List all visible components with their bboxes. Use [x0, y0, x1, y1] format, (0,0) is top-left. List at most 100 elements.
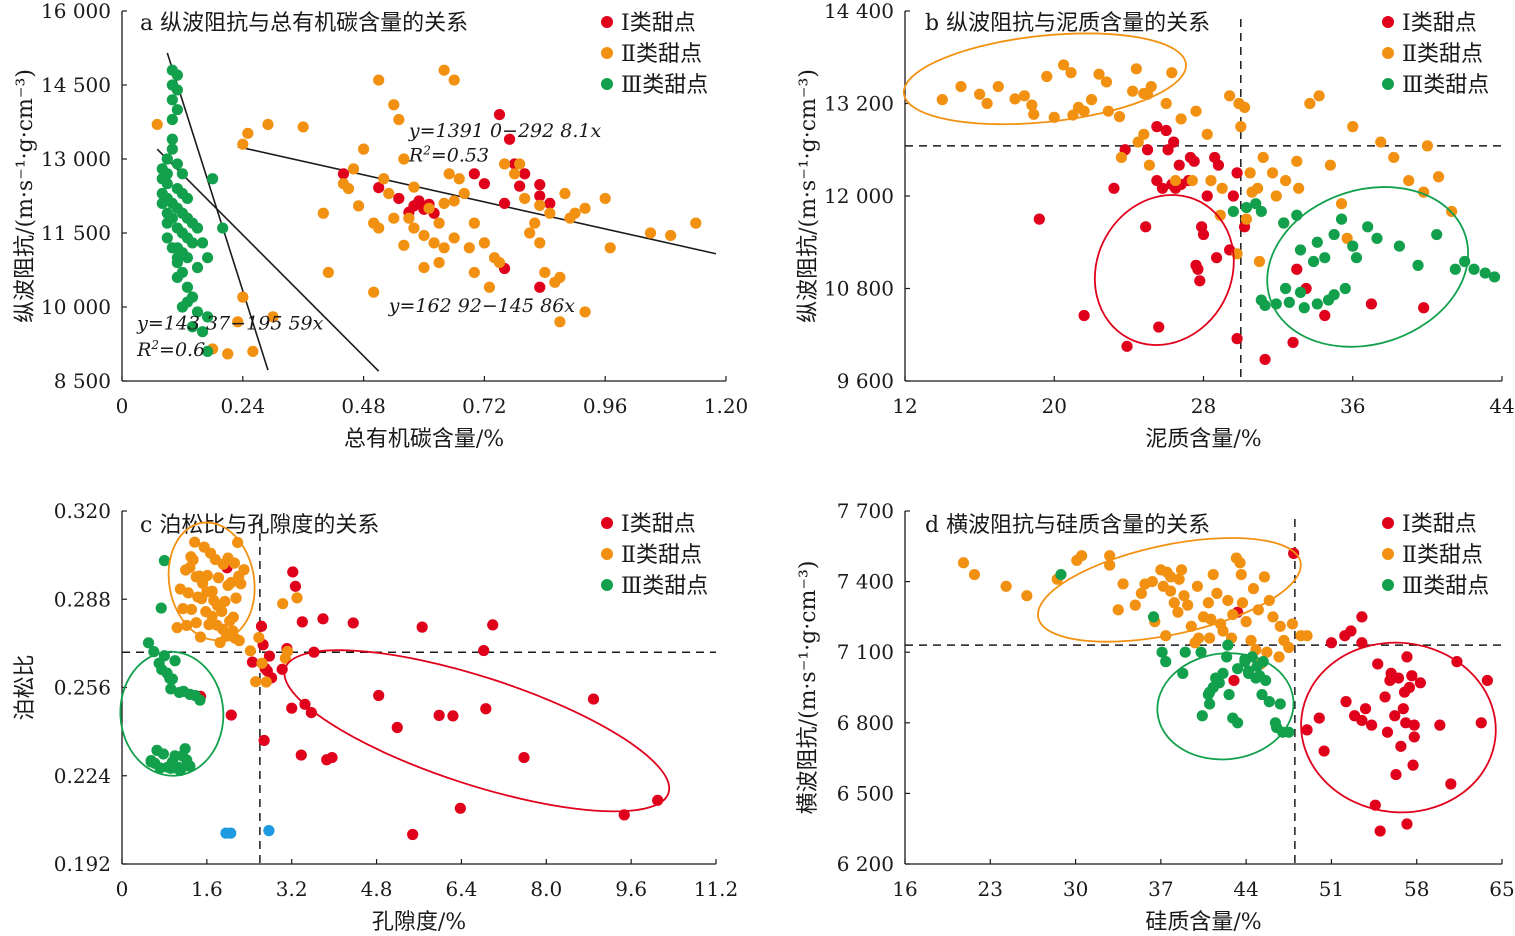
point-class2 [1132, 136, 1144, 148]
y-tick-label: 0.256 [54, 676, 111, 700]
point-class3 [1156, 646, 1168, 658]
point-class1 [1108, 182, 1120, 194]
point-class1 [1414, 677, 1426, 689]
point-class2 [206, 610, 218, 622]
point-class2 [1279, 174, 1292, 187]
point-class2 [227, 611, 239, 623]
point-class2 [1166, 67, 1178, 79]
point-class2 [352, 200, 365, 212]
point-class3 [196, 326, 209, 338]
point-class3 [1179, 646, 1191, 658]
point-class1 [347, 617, 359, 629]
point-class1 [1365, 298, 1378, 310]
point-class2 [185, 551, 197, 563]
panel-title: b 纵波阻抗与泥质含量的关系 [925, 11, 1210, 36]
point-class2 [1190, 105, 1202, 117]
point-class2 [1129, 599, 1141, 611]
point-class3 [158, 555, 171, 567]
x-tick-label: 12 [892, 394, 917, 418]
point-class3 [161, 153, 173, 165]
point-class2 [230, 592, 242, 604]
point-class2 [483, 281, 496, 293]
point-class1 [534, 281, 546, 293]
point-class2 [267, 311, 279, 323]
point-class3 [1196, 710, 1208, 722]
point-class2 [438, 242, 450, 254]
point-class1 [1401, 651, 1413, 663]
point-class1 [503, 133, 516, 145]
point-class2 [418, 229, 430, 242]
x-tick-label: 58 [1404, 877, 1429, 901]
x-axis-title: 硅质含量/% [1145, 910, 1261, 935]
x-tick-label: 28 [1191, 394, 1216, 418]
point-class2 [1270, 190, 1282, 202]
point-class2 [1178, 590, 1190, 602]
point-class2 [1388, 151, 1400, 164]
y-tick-label: 14 500 [41, 73, 111, 97]
point-class2 [1065, 67, 1077, 79]
point-class2 [151, 118, 163, 131]
fit-line [237, 145, 717, 255]
point-class2 [1145, 80, 1157, 93]
point-class2 [1233, 97, 1245, 110]
point-class3 [1362, 221, 1374, 233]
point-class1 [1210, 252, 1223, 264]
point-class2 [1112, 604, 1124, 616]
point-class3 [166, 94, 178, 106]
point-class2 [423, 202, 435, 214]
point-class2 [1267, 611, 1279, 623]
point-class2 [1245, 634, 1257, 647]
legend-marker [1382, 16, 1394, 28]
point-class3 [184, 760, 196, 772]
point-class2 [1018, 90, 1030, 102]
x-tick-label: 1.20 [704, 394, 749, 418]
x-tick-label: 6.4 [446, 877, 478, 901]
point-class2 [458, 187, 470, 200]
point-class3 [1335, 213, 1348, 225]
point-class2 [1235, 121, 1247, 133]
legend-marker [601, 517, 613, 529]
point-class1 [1228, 674, 1240, 687]
point-class2 [212, 572, 225, 584]
equation-label: y=143 37−195 59x [136, 313, 324, 335]
y-axis-title: 横波阻抗/(m·s⁻¹·g·cm⁻³) [796, 561, 821, 815]
point-class3 [171, 84, 183, 96]
point-class2 [322, 266, 334, 279]
x-tick-label: 51 [1319, 877, 1344, 901]
point-class1 [326, 751, 338, 764]
point-class3 [142, 637, 155, 649]
point-class2 [1283, 641, 1295, 654]
y-tick-label: 7 400 [837, 570, 894, 594]
point-class1 [1381, 726, 1394, 738]
point-class1 [1406, 670, 1418, 682]
point-class2 [1313, 90, 1325, 102]
y-tick-label: 10 000 [41, 295, 111, 319]
point-class3 [1250, 198, 1262, 210]
point-class3 [1328, 289, 1340, 301]
point-class1 [225, 709, 237, 721]
x-tick-label: 0.96 [583, 394, 628, 418]
point-class2 [233, 570, 245, 582]
cluster-ellipse-class2 [902, 32, 1187, 126]
point-class3 [157, 748, 169, 760]
point-class1 [1156, 182, 1169, 194]
point-class1 [1140, 221, 1152, 233]
point-class1 [514, 180, 526, 192]
legend-label: Ⅱ类甜点 [621, 42, 702, 67]
y-axis-title: 泊松比 [13, 654, 38, 720]
point-class1 [1340, 696, 1352, 708]
point-class1 [295, 749, 307, 761]
point-class1 [407, 828, 419, 841]
x-tick-label: 16 [892, 877, 917, 901]
legend-marker [1382, 78, 1394, 90]
point-class2 [1169, 174, 1182, 187]
point-class3 [194, 694, 206, 706]
point-class3 [166, 197, 178, 209]
point-class1 [391, 721, 403, 734]
x-tick-label: 9.6 [615, 877, 647, 901]
x-tick-label: 0 [116, 877, 129, 901]
point-class3 [161, 232, 173, 244]
point-class3 [1232, 663, 1244, 675]
point-class2 [185, 603, 198, 616]
cluster-ellipse-class1 [1300, 641, 1497, 814]
